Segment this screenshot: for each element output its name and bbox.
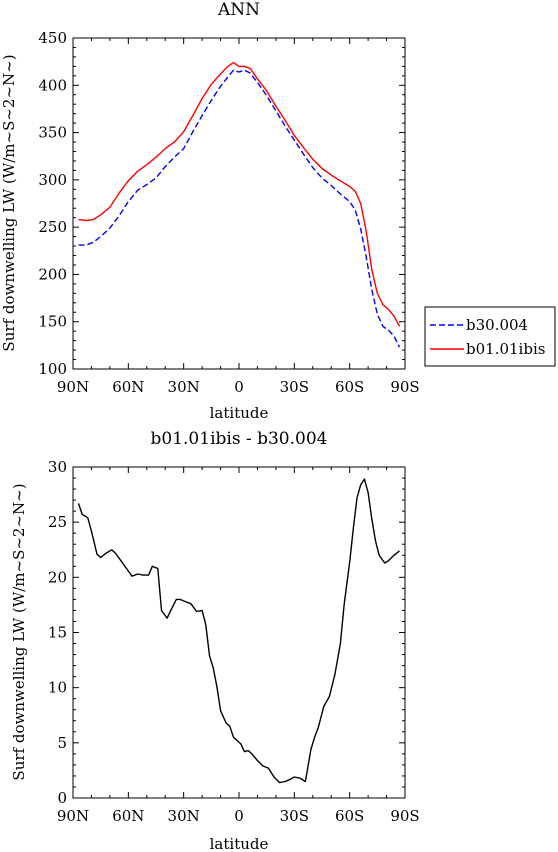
series-group <box>77 478 400 784</box>
tick-labels: 90N 60N 30N 0 30S 60S 90S 100 150 200 250 300 350 400… <box>38 29 419 396</box>
y-tick-label: 100 <box>38 360 67 378</box>
panel-title: ANN <box>217 0 260 20</box>
y-tick-label: 250 <box>38 218 67 236</box>
x-axis-title: latitude <box>210 835 269 852</box>
y-tick-label: 0 <box>57 789 67 807</box>
series-line-b30-004 <box>78 69 401 348</box>
y-tick-label: 350 <box>38 124 67 142</box>
x-tick-label: 90S <box>390 378 419 396</box>
x-tick-label: 30N <box>168 807 200 825</box>
x-tick-label: 60N <box>112 807 144 825</box>
top-panel: ANN 90N 60N 30N 0 30S 60S 90S 100 150 200 250 300 35… <box>0 0 420 422</box>
legend-label-b30: b30.004 <box>466 316 528 334</box>
x-tick-label: 30S <box>280 378 309 396</box>
legend-label-ibis: b01.01ibis <box>466 340 545 358</box>
legend-box <box>424 306 556 367</box>
panel-title: b01.01ibis - b30.004 <box>151 429 328 449</box>
y-tick-label: 5 <box>57 734 67 752</box>
x-tick-label: 30N <box>168 378 200 396</box>
y-tick-label: 300 <box>38 171 67 189</box>
y-axis-title: Surf downwelling LW (W/m~S~2~N~) <box>10 483 28 780</box>
x-tick-label: 60S <box>335 378 364 396</box>
y-axis-title: Surf downwelling LW (W/m~S~2~N~) <box>0 54 18 351</box>
legend: b30.004 b01.01ibis <box>424 306 556 367</box>
x-tick-label: 0 <box>234 807 244 825</box>
y-tick-label: 150 <box>38 313 67 331</box>
x-axis-title: latitude <box>210 404 269 422</box>
y-tick-label: 20 <box>48 568 67 586</box>
x-tick-label: 90S <box>390 807 419 825</box>
x-tick-label: 90N <box>57 807 89 825</box>
x-tick-label: 0 <box>234 378 244 396</box>
y-tick-label: 200 <box>38 265 67 283</box>
series-line-b01-01ibis <box>78 61 401 327</box>
y-tick-label: 450 <box>38 29 67 47</box>
x-tick-label: 30S <box>280 807 309 825</box>
axis-ticks <box>72 466 406 799</box>
y-tick-label: 400 <box>38 76 67 94</box>
series-line-difference <box>77 478 400 784</box>
y-tick-label: 25 <box>48 513 67 531</box>
axis-ticks <box>72 37 406 370</box>
tick-labels: 90N 60N 30N 0 30S 60S 90S 0 5 10 15 20 25 30 <box>48 458 420 825</box>
y-tick-label: 10 <box>48 679 67 697</box>
x-tick-label: 90N <box>57 378 89 396</box>
x-tick-label: 60S <box>335 807 364 825</box>
plot-frame <box>72 37 406 370</box>
y-tick-label: 30 <box>48 458 67 476</box>
series-group <box>78 61 401 348</box>
y-tick-label: 15 <box>48 624 67 642</box>
bottom-panel: b01.01ibis - b30.004 90N 60N 30N 0 30S 60S 90S… <box>10 429 420 852</box>
x-tick-label: 60N <box>112 378 144 396</box>
